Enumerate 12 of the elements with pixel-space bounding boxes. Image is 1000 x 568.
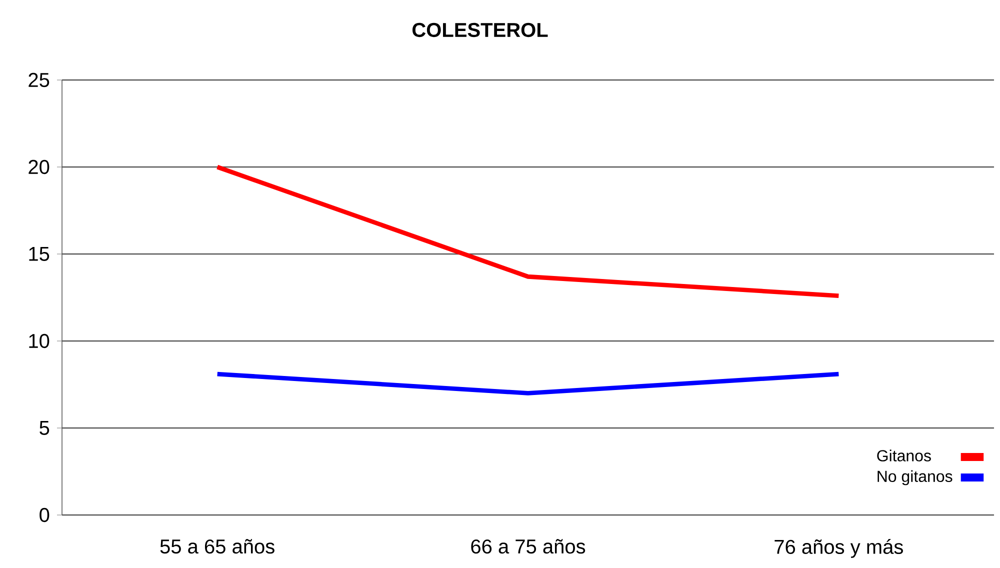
y-tick-label: 0 (40, 508, 50, 522)
x-tick-label: 55 a 65 años (160, 539, 274, 554)
legend-label: No gitanos (878, 470, 952, 486)
y-tick-label: 25 (28, 72, 50, 88)
x-tick-label: 76 años y más (774, 539, 903, 558)
y-tick-label: 15 (29, 247, 50, 261)
chart-title: COLESTEROL (412, 22, 548, 38)
legend-label: Gitanos (877, 450, 931, 462)
y-tick-label: 10 (29, 334, 50, 348)
x-tick-label: 66 a 75 años (471, 539, 586, 554)
y-tick-label: 20 (28, 160, 50, 174)
y-tick-label: 5 (40, 421, 50, 435)
